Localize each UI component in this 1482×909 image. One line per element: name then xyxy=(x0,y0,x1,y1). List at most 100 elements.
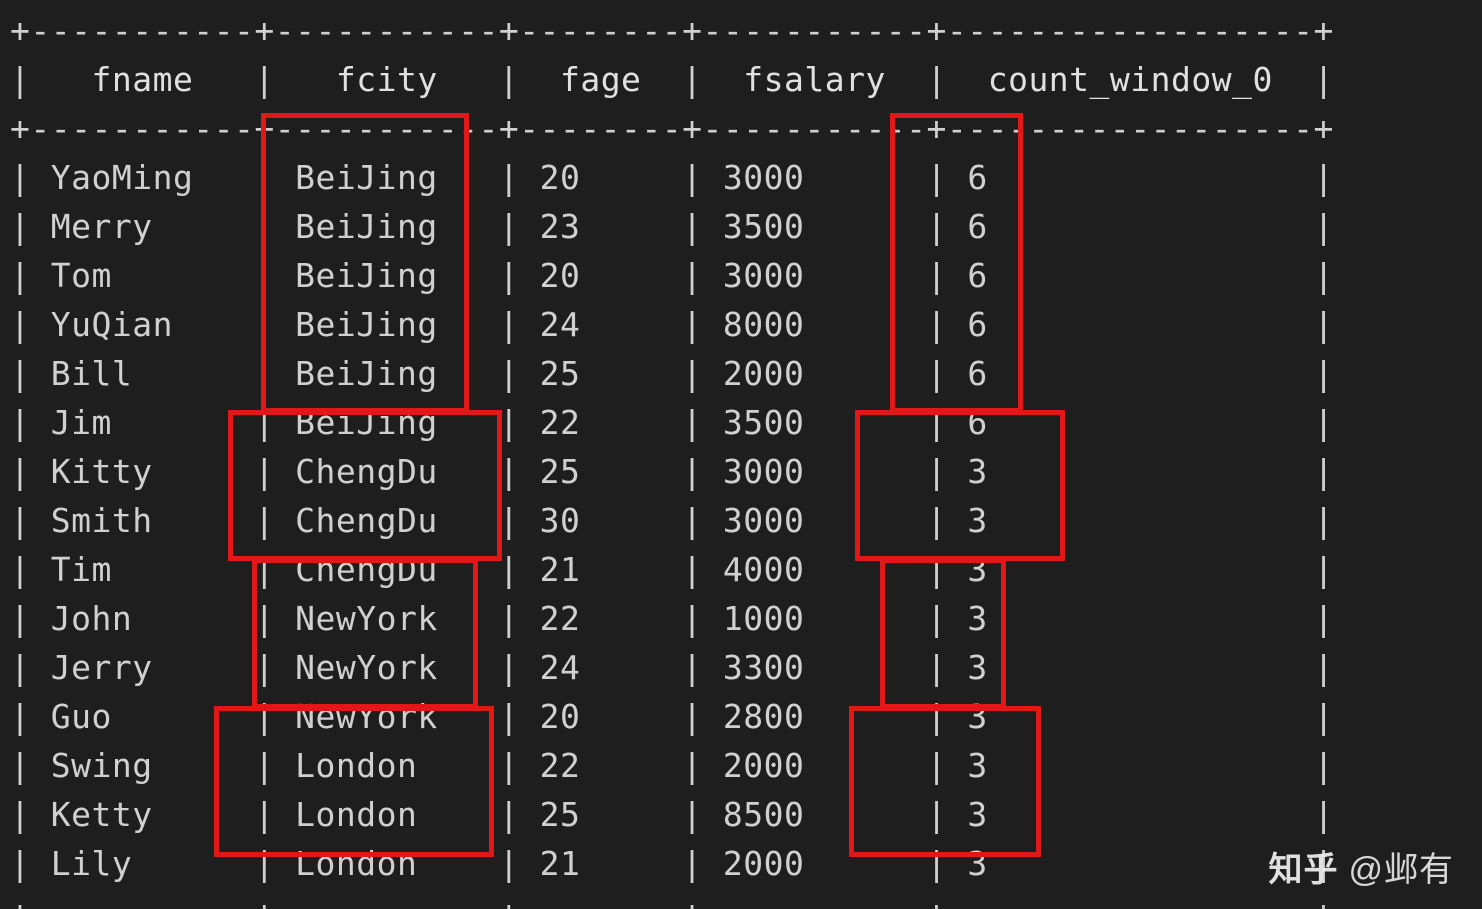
cell-r2-c2: 20 xyxy=(519,256,682,295)
cell-r14-c1: London xyxy=(275,844,499,883)
cell-r1-c3: 3500 xyxy=(703,207,927,246)
table-line-6: | YuQian | BeiJing | 24 | 8000 | 6 | xyxy=(10,300,1482,349)
cell-r7-c2: 30 xyxy=(519,501,682,540)
col-header-fsalary: fsalary xyxy=(703,60,927,99)
cell-r8-c1: ChengDu xyxy=(275,550,499,589)
cell-r10-c4: 3 xyxy=(947,648,1314,687)
table-line-18: +-----------+-----------+--------+------… xyxy=(10,888,1482,909)
cell-r6-c1: ChengDu xyxy=(275,452,499,491)
cell-r4-c4: 6 xyxy=(947,354,1314,393)
cell-r10-c1: NewYork xyxy=(275,648,499,687)
cell-r0-c4: 6 xyxy=(947,158,1314,197)
table-line-9: | Kitty | ChengDu | 25 | 3000 | 3 | xyxy=(10,447,1482,496)
cell-r11-c1: NewYork xyxy=(275,697,499,736)
cell-r6-c3: 3000 xyxy=(703,452,927,491)
table-line-15: | Swing | London | 22 | 2000 | 3 | xyxy=(10,741,1482,790)
cell-r12-c3: 2000 xyxy=(703,746,927,785)
cell-r2-c1: BeiJing xyxy=(275,256,499,295)
cell-r9-c3: 1000 xyxy=(703,599,927,638)
cell-r14-c4: 3 xyxy=(947,844,1314,883)
sql-result-table: +-----------+-----------+--------+------… xyxy=(0,0,1482,909)
cell-r14-c0: Lily xyxy=(30,844,254,883)
cell-r13-c0: Ketty xyxy=(30,795,254,834)
cell-r3-c0: YuQian xyxy=(30,305,254,344)
cell-r4-c1: BeiJing xyxy=(275,354,499,393)
table-line-14: | Guo | NewYork | 20 | 2800 | 3 | xyxy=(10,692,1482,741)
cell-r5-c3: 3500 xyxy=(703,403,927,442)
cell-r9-c2: 22 xyxy=(519,599,682,638)
cell-r14-c3: 2000 xyxy=(703,844,927,883)
cell-r4-c0: Bill xyxy=(30,354,254,393)
cell-r10-c3: 3300 xyxy=(703,648,927,687)
cell-r0-c1: BeiJing xyxy=(275,158,499,197)
cell-r13-c2: 25 xyxy=(519,795,682,834)
col-header-fcity: fcity xyxy=(275,60,499,99)
table-line-17: | Lily | London | 21 | 2000 | 3 | xyxy=(10,839,1482,888)
cell-r0-c0: YaoMing xyxy=(30,158,254,197)
col-header-count_window_0: count_window_0 xyxy=(947,60,1314,99)
table-line-11: | Tim | ChengDu | 21 | 4000 | 3 | xyxy=(10,545,1482,594)
cell-r11-c4: 3 xyxy=(947,697,1314,736)
cell-r8-c2: 21 xyxy=(519,550,682,589)
cell-r8-c0: Tim xyxy=(30,550,254,589)
table-line-12: | John | NewYork | 22 | 1000 | 3 | xyxy=(10,594,1482,643)
cell-r0-c2: 20 xyxy=(519,158,682,197)
cell-r10-c2: 24 xyxy=(519,648,682,687)
cell-r1-c4: 6 xyxy=(947,207,1314,246)
cell-r7-c1: ChengDu xyxy=(275,501,499,540)
cell-r7-c3: 3000 xyxy=(703,501,927,540)
cell-r4-c3: 2000 xyxy=(703,354,927,393)
cell-r2-c4: 6 xyxy=(947,256,1314,295)
cell-r1-c2: 23 xyxy=(519,207,682,246)
cell-r9-c4: 3 xyxy=(947,599,1314,638)
cell-r5-c0: Jim xyxy=(30,403,254,442)
cell-r4-c2: 25 xyxy=(519,354,682,393)
cell-r6-c0: Kitty xyxy=(30,452,254,491)
table-line-8: | Jim | BeiJing | 22 | 3500 | 6 | xyxy=(10,398,1482,447)
cell-r2-c3: 3000 xyxy=(703,256,927,295)
table-line-5: | Tom | BeiJing | 20 | 3000 | 6 | xyxy=(10,251,1482,300)
cell-r12-c2: 22 xyxy=(519,746,682,785)
cell-r11-c0: Guo xyxy=(30,697,254,736)
table-line-7: | Bill | BeiJing | 25 | 2000 | 6 | xyxy=(10,349,1482,398)
col-header-fname: fname xyxy=(30,60,254,99)
cell-r13-c1: London xyxy=(275,795,499,834)
cell-r5-c4: 6 xyxy=(947,403,1314,442)
cell-r1-c1: BeiJing xyxy=(275,207,499,246)
table-line-13: | Jerry | NewYork | 24 | 3300 | 3 | xyxy=(10,643,1482,692)
cell-r5-c2: 22 xyxy=(519,403,682,442)
cell-r6-c2: 25 xyxy=(519,452,682,491)
cell-r6-c4: 3 xyxy=(947,452,1314,491)
cell-r12-c1: London xyxy=(275,746,499,785)
table-line-4: | Merry | BeiJing | 23 | 3500 | 6 | xyxy=(10,202,1482,251)
col-header-fage: fage xyxy=(519,60,682,99)
table-line-1: | fname | fcity | fage | fsalary | count… xyxy=(10,55,1482,104)
cell-r8-c3: 4000 xyxy=(703,550,927,589)
cell-r12-c0: Swing xyxy=(30,746,254,785)
cell-r9-c1: NewYork xyxy=(275,599,499,638)
table-line-3: | YaoMing | BeiJing | 20 | 3000 | 6 | xyxy=(10,153,1482,202)
cell-r9-c0: John xyxy=(30,599,254,638)
cell-r7-c0: Smith xyxy=(30,501,254,540)
table-line-2: +-----------+-----------+--------+------… xyxy=(10,104,1482,153)
cell-r3-c3: 8000 xyxy=(703,305,927,344)
cell-r2-c0: Tom xyxy=(30,256,254,295)
table-line-16: | Ketty | London | 25 | 8500 | 3 | xyxy=(10,790,1482,839)
table-line-0: +-----------+-----------+--------+------… xyxy=(10,6,1482,55)
cell-r10-c0: Jerry xyxy=(30,648,254,687)
cell-r3-c2: 24 xyxy=(519,305,682,344)
cell-r13-c4: 3 xyxy=(947,795,1314,834)
cell-r3-c1: BeiJing xyxy=(275,305,499,344)
cell-r11-c3: 2800 xyxy=(703,697,927,736)
cell-r0-c3: 3000 xyxy=(703,158,927,197)
table-line-10: | Smith | ChengDu | 30 | 3000 | 3 | xyxy=(10,496,1482,545)
cell-r8-c4: 3 xyxy=(947,550,1314,589)
cell-r13-c3: 8500 xyxy=(703,795,927,834)
cell-r11-c2: 20 xyxy=(519,697,682,736)
cell-r12-c4: 3 xyxy=(947,746,1314,785)
cell-r7-c4: 3 xyxy=(947,501,1314,540)
cell-r1-c0: Merry xyxy=(30,207,254,246)
cell-r14-c2: 21 xyxy=(519,844,682,883)
cell-r5-c1: BeiJing xyxy=(275,403,499,442)
cell-r3-c4: 6 xyxy=(947,305,1314,344)
